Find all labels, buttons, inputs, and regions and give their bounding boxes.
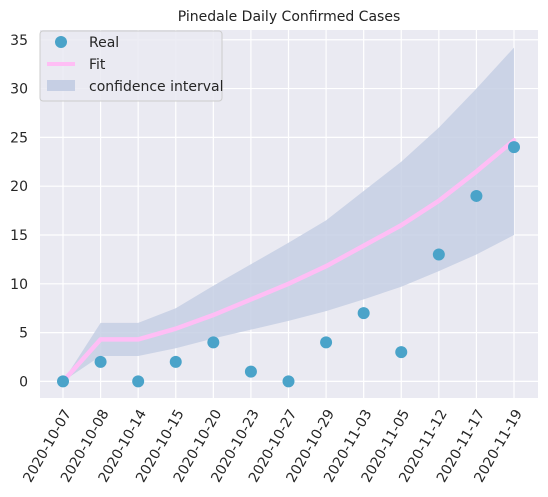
real-point xyxy=(395,346,408,359)
y-tick-label: 0 xyxy=(19,374,28,390)
legend-real-label: Real xyxy=(89,35,119,51)
y-tick-label: 25 xyxy=(10,130,28,146)
real-point xyxy=(282,375,295,388)
fit-line xyxy=(60,138,517,384)
y-tick-label: 10 xyxy=(10,277,28,293)
legend-band-marker xyxy=(47,80,75,91)
legend-box xyxy=(39,30,223,102)
real-points-layer xyxy=(57,141,520,388)
real-point xyxy=(244,365,257,378)
legend: Real Fit confidence interval xyxy=(39,30,223,102)
real-point xyxy=(470,189,483,202)
confidence-band-layer xyxy=(63,47,514,382)
fit-line-layer xyxy=(60,138,517,384)
chart-title: Pinedale Daily Confirmed Cases xyxy=(178,9,401,25)
y-tick-label: 35 xyxy=(10,33,28,49)
real-point xyxy=(169,355,182,368)
y-tick-label: 20 xyxy=(10,179,28,195)
real-point xyxy=(57,375,69,388)
y-axis-ticks: 0 5 10 15 20 25 30 35 xyxy=(10,33,28,391)
real-point xyxy=(207,336,220,349)
y-tick-label: 5 xyxy=(19,326,28,342)
legend-band-label: confidence interval xyxy=(89,79,223,95)
y-tick-label: 15 xyxy=(10,228,28,244)
confidence-band xyxy=(63,47,514,382)
x-axis-ticks: 2020-10-072020-10-082020-10-142020-10-15… xyxy=(20,407,526,486)
real-point xyxy=(432,248,445,261)
real-point xyxy=(508,141,520,154)
real-point xyxy=(320,336,333,349)
real-point xyxy=(132,375,145,388)
legend-real-marker xyxy=(55,36,67,48)
real-point xyxy=(357,307,370,320)
real-point xyxy=(94,355,107,368)
y-tick-label: 30 xyxy=(10,82,28,98)
legend-fit-label: Fit xyxy=(89,57,106,73)
